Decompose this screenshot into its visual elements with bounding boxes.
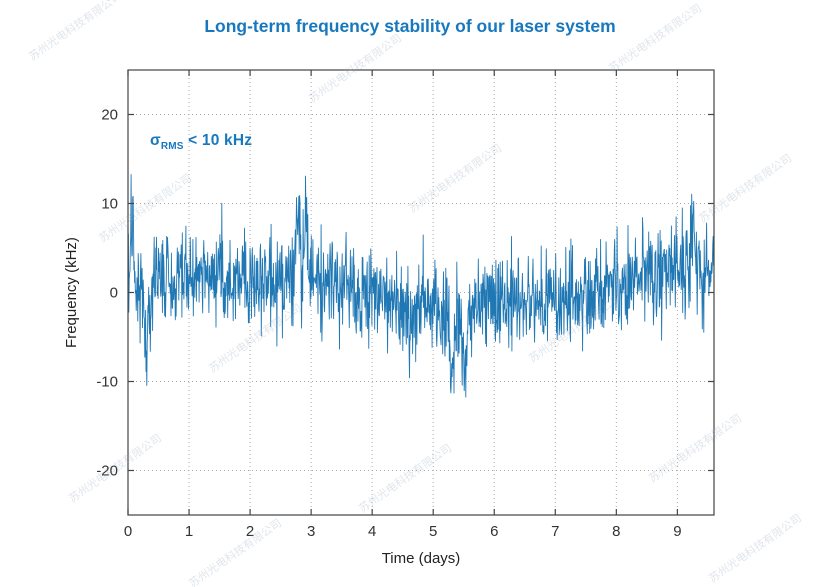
stability-chart: 0 1 2 3 4 5 6 7 8 9 -20 -10 0 10 20 Time (days) Freque… [63, 69, 715, 567]
chart-title: Long-term frequency stability of our las… [204, 16, 616, 36]
y-tick-label: 0 [110, 285, 118, 302]
x-tick-label: 5 [429, 523, 437, 540]
x-tick-label: 6 [490, 523, 498, 540]
x-tick-label: 9 [673, 523, 681, 540]
sigma-subscript: RMS [160, 141, 184, 153]
y-tick-label: 10 [101, 196, 118, 213]
x-tick-label: 0 [124, 523, 132, 540]
x-axis-label: Time (days) [382, 550, 461, 567]
y-tick-label: 20 [101, 107, 118, 124]
y-axis-label: Frequency (kHz) [63, 237, 80, 348]
tick-marks [127, 70, 714, 515]
x-tick-label: 7 [551, 523, 559, 540]
y-tick-label: -10 [96, 374, 118, 391]
frequency-trace-line [127, 174, 715, 398]
tick-labels: 0 1 2 3 4 5 6 7 8 9 -20 -10 0 10 20 [96, 107, 681, 541]
y-tick-label: -20 [96, 463, 118, 480]
x-tick-label: 4 [368, 523, 376, 540]
sigma-value: < 10 kHz [183, 132, 253, 149]
sigma-rms-annotation: σRMS < 10 kHz [150, 132, 252, 152]
x-tick-label: 3 [307, 523, 315, 540]
frequency-trace [127, 174, 715, 398]
x-tick-label: 1 [185, 523, 193, 540]
sigma-symbol: σ [150, 132, 161, 149]
x-tick-label: 2 [246, 523, 254, 540]
x-tick-label: 8 [612, 523, 620, 540]
